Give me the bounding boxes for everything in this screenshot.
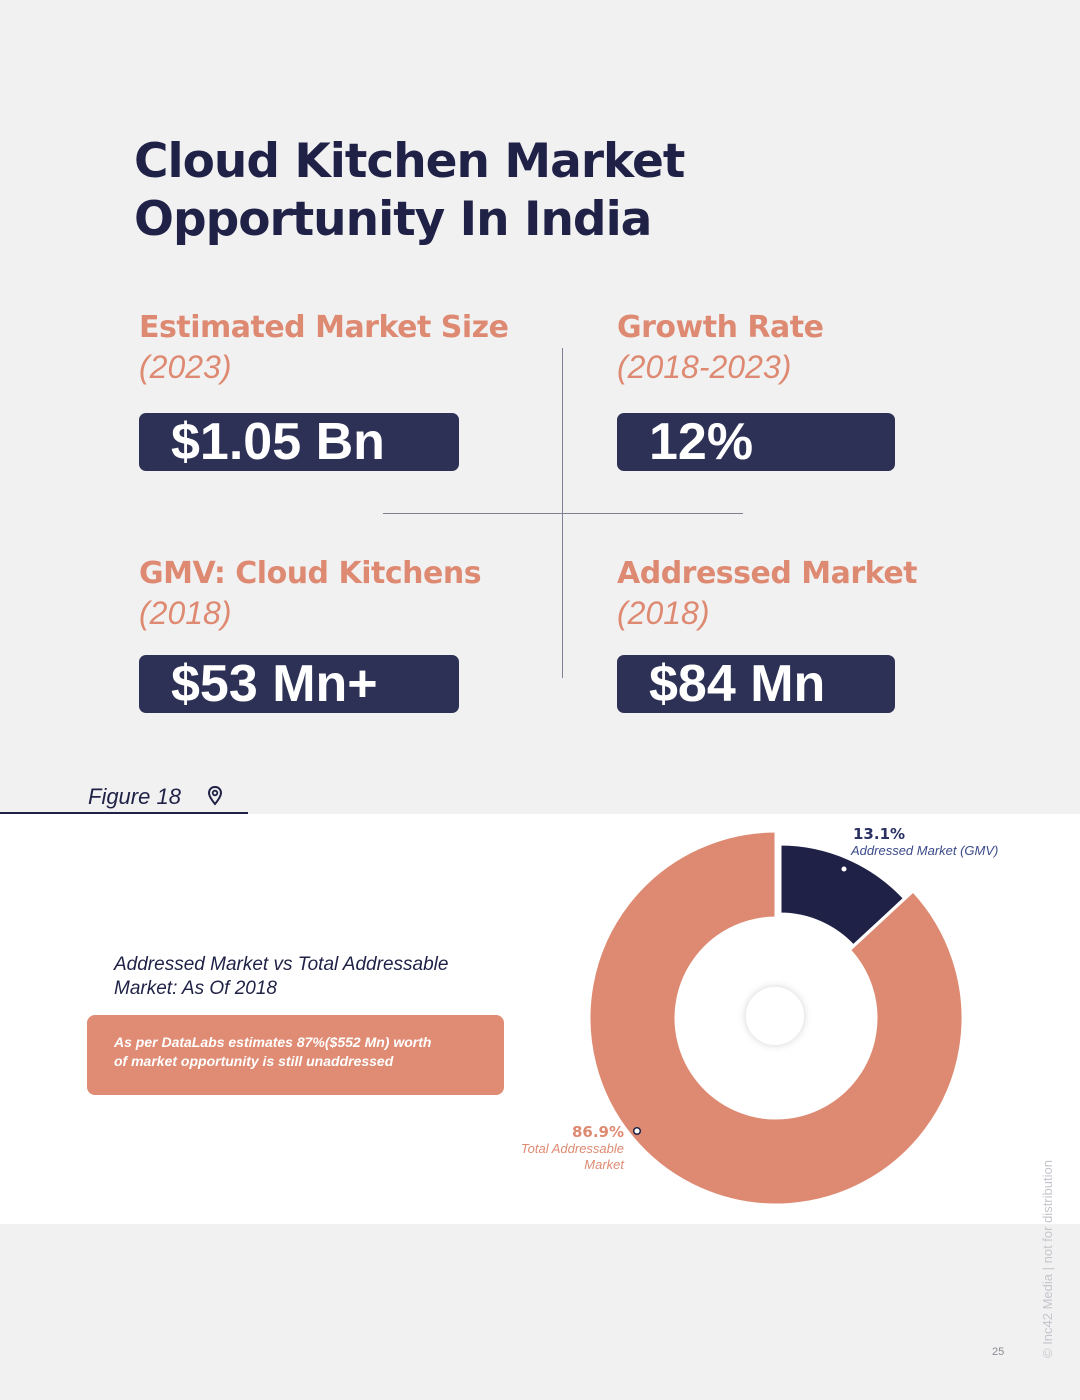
chart-heading: Addressed Market vs Total Addressable Ma… bbox=[114, 953, 534, 1001]
chart-heading-line-1: Addressed Market vs Total Addressable bbox=[114, 954, 449, 975]
stat-value-box: 12% bbox=[617, 413, 895, 471]
page-title-line-2: Opportunity In India bbox=[134, 192, 652, 247]
page-title: Cloud Kitchen Market Opportunity In Indi… bbox=[134, 133, 834, 249]
stat-value-box: $84 Mn bbox=[617, 655, 895, 713]
stat-subtitle: (2023) bbox=[139, 349, 232, 385]
stat-estimated-market-size: Estimated Market Size (2023) bbox=[139, 309, 539, 387]
stat-growth-rate: Growth Rate (2018-2023) bbox=[617, 309, 1017, 387]
copyright-note: © Inc42 Media | not for distribution bbox=[1040, 1160, 1055, 1358]
page-number: 25 bbox=[992, 1346, 1005, 1358]
stat-subtitle: (2018-2023) bbox=[617, 349, 792, 385]
stat-title: Estimated Market Size bbox=[139, 310, 509, 345]
note-box: As per DataLabs estimates 87%($552 Mn) w… bbox=[87, 1015, 504, 1095]
note-line-2: of market opportunity is still unaddress… bbox=[114, 1053, 394, 1069]
stat-value-box: $53 Mn+ bbox=[139, 655, 459, 713]
stat-title: Addressed Market bbox=[617, 556, 918, 591]
stat-value-box: $1.05 Bn bbox=[139, 413, 459, 471]
location-pin-icon bbox=[207, 785, 223, 806]
chart-heading-line-2: Market: As Of 2018 bbox=[114, 978, 277, 999]
stat-gmv-cloud-kitchens: GMV: Cloud Kitchens (2018) bbox=[139, 555, 539, 633]
figure-label: Figure 18 bbox=[88, 784, 181, 809]
divider-horizontal bbox=[383, 513, 743, 514]
stat-subtitle: (2018) bbox=[617, 595, 710, 631]
figure-underline bbox=[0, 812, 248, 814]
stat-title: Growth Rate bbox=[617, 310, 824, 345]
stat-subtitle: (2018) bbox=[139, 595, 232, 631]
stat-title: GMV: Cloud Kitchens bbox=[139, 556, 482, 591]
stat-addressed-market: Addressed Market (2018) bbox=[617, 555, 1017, 633]
note-line-1: As per DataLabs estimates 87%($552 Mn) w… bbox=[114, 1034, 432, 1050]
page-title-line-1: Cloud Kitchen Market bbox=[134, 134, 685, 189]
